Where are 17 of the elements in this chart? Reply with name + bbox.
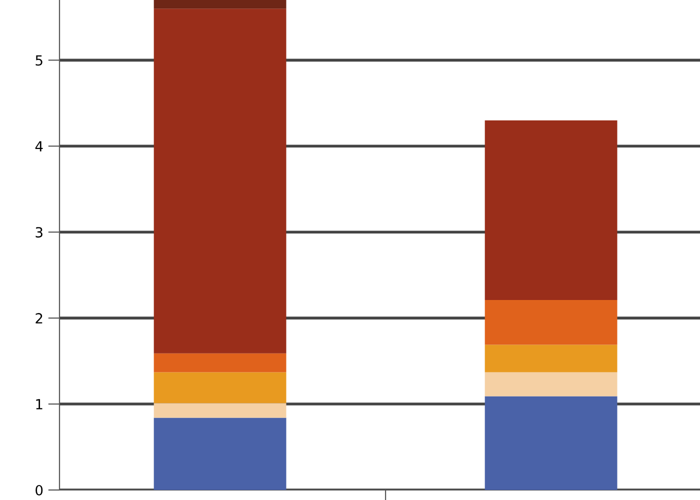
bar [154,8,286,354]
y-tick-label: 3 [36,227,42,238]
bar [154,403,286,418]
y-tick-label: 2 [36,313,42,324]
bar [154,353,286,372]
y-tick-label: 0 [36,484,43,496]
bar [484,300,618,345]
bar [154,0,286,9]
bar [484,120,618,300]
y-tick-label: 4 [35,141,43,152]
y-tick-label: 1 [36,399,42,410]
bar [484,344,618,372]
bar [154,418,286,490]
bar [154,372,286,404]
bar [484,396,618,490]
bar [484,372,618,396]
y-tick-label: 5 [36,55,42,66]
